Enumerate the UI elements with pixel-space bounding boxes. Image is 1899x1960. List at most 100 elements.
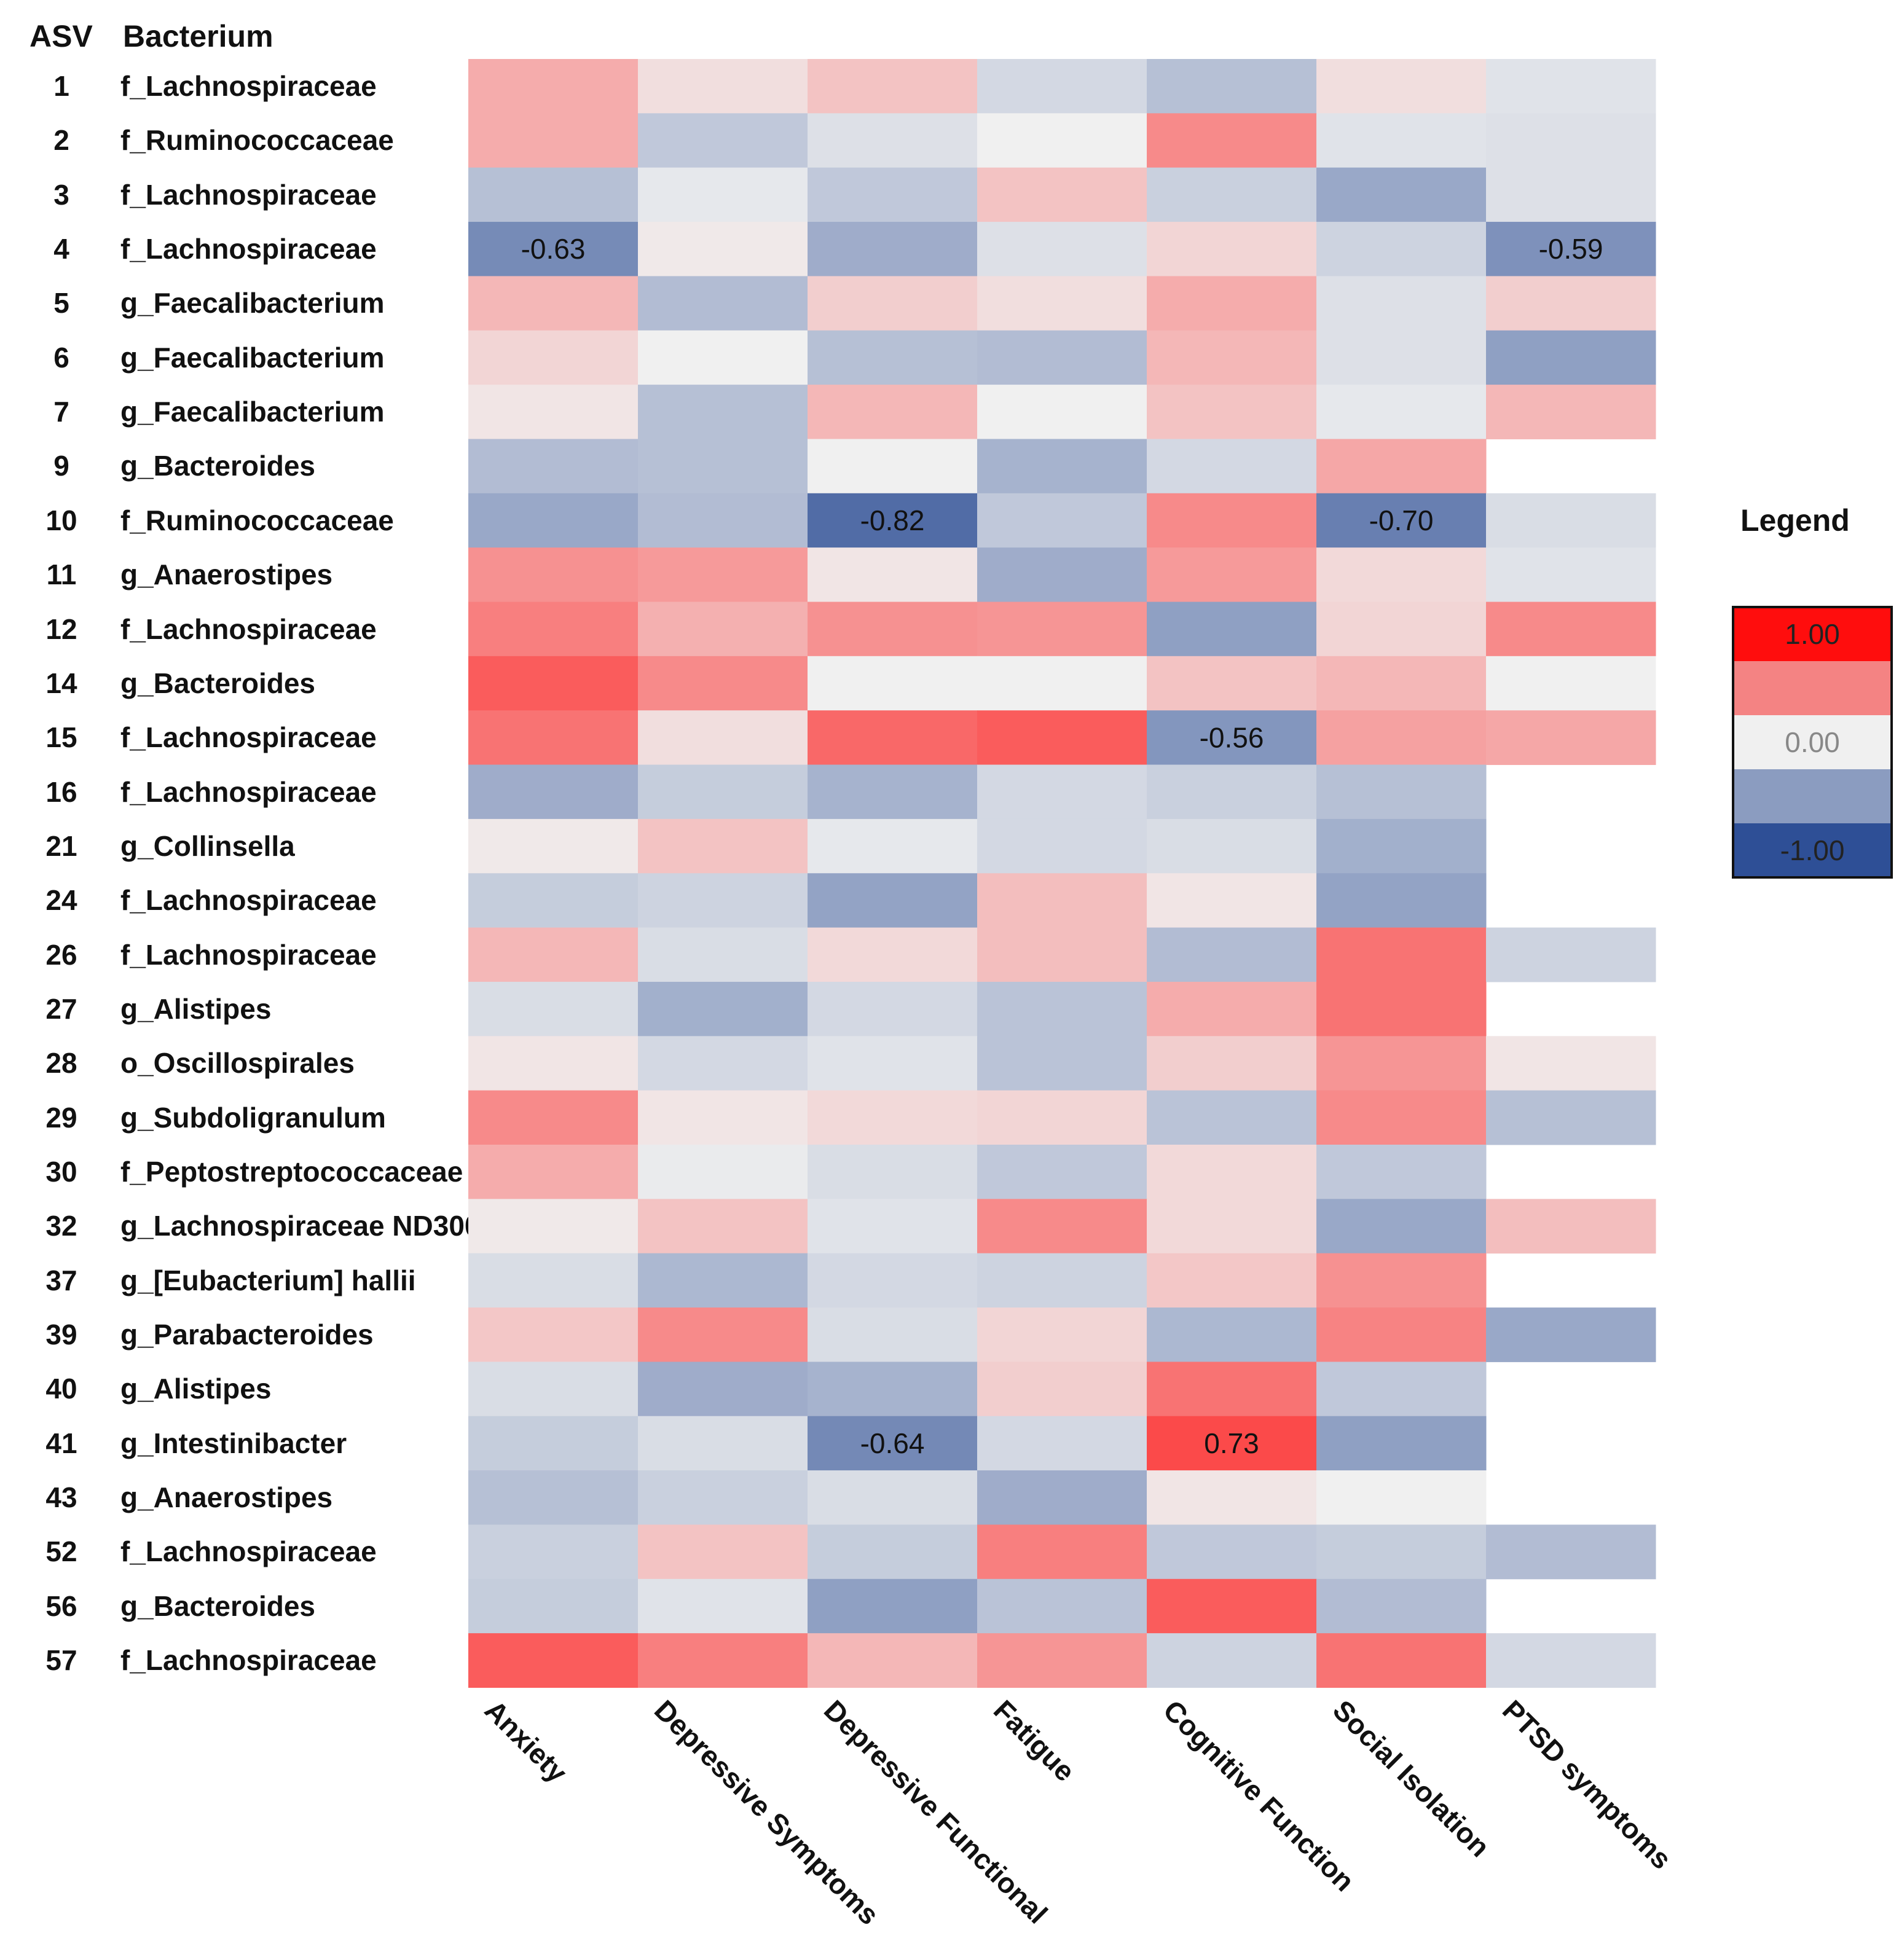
column-label: Anxiety <box>479 1694 574 1789</box>
asv-id: 30 <box>45 1156 77 1188</box>
cell-value-label: -0.70 <box>1369 504 1434 536</box>
heatmap-cell <box>808 59 978 114</box>
cell-value-label: -0.64 <box>860 1427 925 1459</box>
row-label: 6 g_Faecalibacterium <box>0 331 467 385</box>
heatmap-cell <box>1316 1578 1487 1634</box>
row-label: 30 f_Peptostreptococcaceae <box>0 1145 467 1199</box>
row-label: 4 f_Lachnospiraceae <box>0 222 467 276</box>
heatmap-cell <box>1316 439 1487 494</box>
heatmap-cell <box>468 1090 639 1145</box>
heatmap-cell <box>1316 927 1487 982</box>
asv-id: 5 <box>53 287 69 319</box>
heatmap-cell <box>808 818 978 874</box>
heatmap-cell <box>1147 710 1317 766</box>
heatmap-cell <box>808 1470 978 1525</box>
heatmap-cell <box>977 1470 1147 1525</box>
heatmap-cell <box>808 1253 978 1308</box>
bacterium-name: f_Ruminococcaceae <box>120 124 394 157</box>
bacterium-name: o_Oscillospirales <box>120 1047 355 1080</box>
heatmap-cell <box>977 1090 1147 1145</box>
heatmap-cell <box>638 1145 808 1199</box>
heatmap-cell <box>977 1307 1147 1362</box>
asv-id: 28 <box>45 1047 77 1080</box>
row-label: 40 g_Alistipes <box>0 1362 467 1416</box>
asv-id: 56 <box>45 1590 77 1622</box>
heatmap-cell <box>808 113 978 168</box>
heatmap-cell <box>808 764 978 820</box>
heatmap-cell <box>1316 59 1487 114</box>
heatmap-cell <box>1147 439 1317 494</box>
heatmap-cell <box>638 1578 808 1634</box>
heatmap-cell <box>468 113 639 168</box>
heatmap-cell <box>808 1416 978 1471</box>
heatmap-cell <box>468 547 639 602</box>
heatmap-cell <box>1486 1633 1656 1688</box>
heatmap-cell <box>808 602 978 657</box>
row-label: 21 g_Collinsella <box>0 819 467 873</box>
heatmap-cell <box>638 764 808 820</box>
heatmap-cell <box>1147 493 1317 548</box>
heatmap-cell <box>1486 493 1656 548</box>
heatmap-cell <box>638 1036 808 1091</box>
heatmap-cell <box>638 330 808 385</box>
heatmap-cell <box>808 167 978 222</box>
asv-id: 12 <box>45 613 77 645</box>
bacterium-name: f_Ruminococcaceae <box>120 504 394 536</box>
heatmap-cell <box>808 1145 978 1199</box>
heatmap-cell <box>468 59 639 114</box>
heatmap-cell <box>638 276 808 331</box>
heatmap-cell <box>638 59 808 114</box>
heatmap-cell <box>1147 1524 1317 1580</box>
heatmap-cell <box>977 330 1147 385</box>
heatmap-cell <box>1316 1416 1487 1471</box>
heatmap-cell <box>808 981 978 1037</box>
heatmap-cell <box>808 385 978 439</box>
heatmap-cell <box>1147 818 1317 874</box>
heatmap-cell <box>1316 1307 1487 1362</box>
row-label: 14 g_Bacteroides <box>0 656 467 710</box>
asv-id: 21 <box>45 829 77 862</box>
heatmap-cell <box>468 1633 639 1688</box>
cell-value-label: 0.73 <box>1204 1427 1259 1459</box>
column-label: Fatigue <box>988 1694 1081 1787</box>
heatmap-cell <box>1316 1090 1487 1145</box>
row-label: 10 f_Ruminococcaceae <box>0 493 467 547</box>
heatmap-cell <box>1316 764 1487 820</box>
heatmap-cell <box>468 330 639 385</box>
bacterium-name: g_Parabacteroides <box>120 1319 374 1351</box>
cell-value-label: -0.59 <box>1539 233 1603 265</box>
heatmap-cell <box>977 113 1147 168</box>
cell-value-label: -0.63 <box>521 233 586 265</box>
heatmap-cell <box>1147 222 1317 276</box>
heatmap-cell <box>1316 493 1487 548</box>
heatmap-cell <box>1147 1416 1317 1471</box>
row-label: 37 g_[Eubacterium] hallii <box>0 1253 467 1307</box>
heatmap-cell <box>468 1470 639 1525</box>
row-label: 29 g_Subdoligranulum <box>0 1091 467 1145</box>
asv-id: 2 <box>53 124 69 157</box>
heatmap-cell <box>468 439 639 494</box>
heatmap-cell <box>638 873 808 928</box>
heatmap-cell <box>468 764 639 820</box>
bacterium-name: f_Peptostreptococcaceae <box>120 1156 463 1188</box>
row-label: 39 g_Parabacteroides <box>0 1307 467 1362</box>
bacterium-name: f_Lachnospiraceae <box>120 1644 377 1677</box>
heatmap-cell <box>468 1416 639 1471</box>
heatmap-cell <box>977 1416 1147 1471</box>
heatmap-cell <box>977 818 1147 874</box>
row-label: 43 g_Anaerostipes <box>0 1470 467 1524</box>
bacterium-name: f_Lachnospiraceae <box>120 1535 377 1568</box>
bacterium-name: g_Subdoligranulum <box>120 1101 386 1134</box>
heatmap-cell <box>977 1633 1147 1688</box>
heatmap-cell <box>1147 1199 1317 1254</box>
row-label: 1 f_Lachnospiraceae <box>0 59 467 113</box>
heatmap-cell <box>1486 276 1656 331</box>
heatmap-cell <box>1486 113 1656 168</box>
heatmap-cell <box>1316 330 1487 385</box>
row-label: 56 g_Bacteroides <box>0 1579 467 1633</box>
heatmap-cell <box>977 656 1147 711</box>
row-label: 28 o_Oscillospirales <box>0 1036 467 1090</box>
bacterium-column-header: Bacterium <box>123 19 273 53</box>
heatmap-cell <box>1316 222 1487 276</box>
